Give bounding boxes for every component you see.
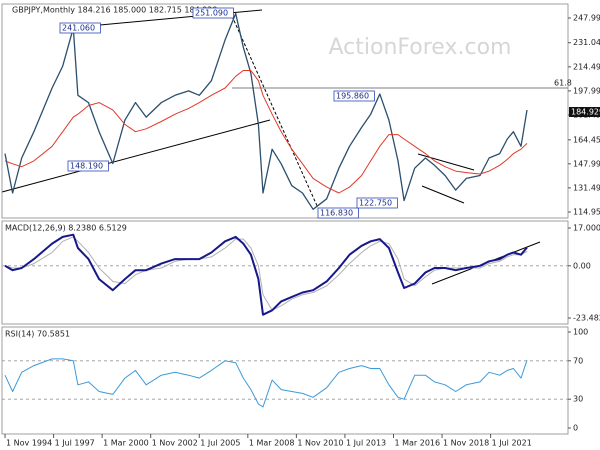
y-tick-label: 247.995 xyxy=(573,14,600,23)
series-line xyxy=(4,358,528,408)
y-tick-label: 131.495 xyxy=(573,183,600,192)
annotation-box xyxy=(67,160,109,172)
watermark: ActionForex.com xyxy=(329,35,512,60)
annotation: 184.929 xyxy=(571,108,600,117)
trendline xyxy=(1,119,271,193)
annotation: 148.190 xyxy=(70,162,103,171)
y-tick-label: 147.995 xyxy=(573,159,600,168)
macd-title: MACD(12,26,9) 8.2380 6.5129 xyxy=(5,224,127,233)
panel-frame xyxy=(1,3,569,219)
y-tick-label: 197.995 xyxy=(573,86,600,95)
annotation-box xyxy=(59,22,101,34)
annotation-box xyxy=(333,90,375,102)
panel-frame xyxy=(1,220,569,325)
series-line xyxy=(4,233,528,316)
series-line xyxy=(4,70,528,194)
trendline xyxy=(231,15,319,209)
y-tick-label: 100 xyxy=(573,328,588,337)
chart-title: GBPJPY,Monthly 184.216 185.000 182.715 1… xyxy=(12,6,217,15)
x-tick-label: 1 Mar 2000 xyxy=(103,439,149,448)
trendline xyxy=(421,185,465,204)
annotation-box xyxy=(192,7,234,19)
annotation: 122.750 xyxy=(359,199,392,208)
y-tick-label: 17.0007 xyxy=(573,224,600,233)
series-line xyxy=(4,236,528,311)
trendline xyxy=(417,153,475,171)
annotation: 195.860 xyxy=(336,92,369,101)
x-tick-label: 1 Jul 2021 xyxy=(492,439,532,448)
series-line xyxy=(4,12,528,210)
y-tick-label: 164.450 xyxy=(573,135,600,144)
y-tick-label: 0.00 xyxy=(573,261,591,270)
y-tick-label: 30 xyxy=(573,395,583,404)
annotation: 251.090 xyxy=(195,9,228,18)
y-tick-label: -23.4823 xyxy=(573,314,600,323)
annotation-box xyxy=(317,207,359,219)
x-tick-label: 1 Jul 2005 xyxy=(200,439,240,448)
x-tick-label: 1 Nov 2002 xyxy=(152,439,198,448)
annotation: 241.060 xyxy=(62,24,95,33)
x-tick-label: 1 Jul 2013 xyxy=(346,439,386,448)
y-tick-label: 0 xyxy=(573,424,578,433)
price-marker xyxy=(569,107,600,117)
x-tick-label: 1 Jul 1997 xyxy=(55,439,95,448)
x-tick-label: 1 Nov 2010 xyxy=(297,439,343,448)
y-tick-label: 231.045 xyxy=(573,38,600,47)
annotation: 116.830 xyxy=(320,209,353,218)
annotation: 61.8 xyxy=(554,79,572,88)
rsi-title: RSI(14) 70.5851 xyxy=(5,330,70,339)
y-tick-label: 214.495 xyxy=(573,62,600,71)
x-tick-label: 1 Nov 1994 xyxy=(6,439,52,448)
y-tick-label: 70 xyxy=(573,356,583,365)
x-tick-label: 1 Nov 2018 xyxy=(443,439,489,448)
panel-frame xyxy=(1,326,569,435)
y-tick-label: 114.950 xyxy=(573,208,600,217)
x-tick-label: 1 Mar 2008 xyxy=(249,439,295,448)
annotation-box xyxy=(356,197,398,209)
x-tick-label: 1 Mar 2016 xyxy=(394,439,440,448)
